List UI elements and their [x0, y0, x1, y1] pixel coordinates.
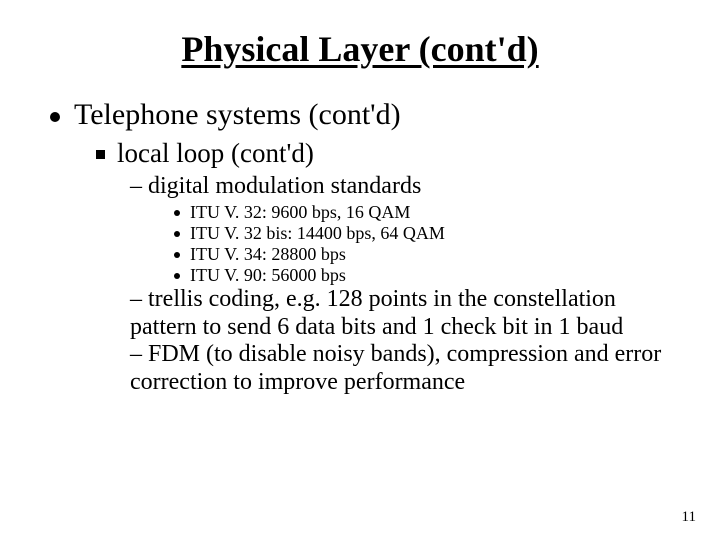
disc-bullet-icon [174, 210, 180, 216]
lvl4-text: ITU V. 32 bis: 14400 bps, 64 QAM [190, 223, 445, 244]
list-item: – trellis coding, e.g. 128 points in the… [130, 286, 680, 341]
lvl3-text: – trellis coding, e.g. 128 points in the… [130, 286, 680, 341]
lvl1-text: Telephone systems (cont'd) [74, 98, 401, 132]
disc-bullet-icon [174, 252, 180, 258]
slide-title: Physical Layer (cont'd) [40, 28, 680, 70]
lvl4-text: ITU V. 90: 56000 bps [190, 265, 346, 286]
page-number: 11 [682, 509, 696, 526]
list-item: ITU V. 90: 56000 bps [174, 265, 680, 286]
slide: Physical Layer (cont'd) Telephone system… [0, 0, 720, 540]
list-item: – FDM (to disable noisy bands), compress… [130, 341, 680, 396]
lvl3-text: – digital modulation standards [130, 173, 421, 200]
list-item: – digital modulation standards [130, 173, 680, 200]
disc-bullet-icon [174, 273, 180, 279]
list-item: ITU V. 32 bis: 14400 bps, 64 QAM [174, 223, 680, 244]
disc-bullet-icon [174, 231, 180, 237]
square-bullet-icon [96, 150, 105, 159]
lvl4-text: ITU V. 32: 9600 bps, 16 QAM [190, 202, 410, 223]
list-item: ITU V. 34: 28800 bps [174, 244, 680, 265]
list-item: ITU V. 32: 9600 bps, 16 QAM [174, 202, 680, 223]
list-item: local loop (cont'd) [96, 138, 680, 169]
lvl4-text: ITU V. 34: 28800 bps [190, 244, 346, 265]
lvl2-text: local loop (cont'd) [117, 138, 314, 169]
disc-bullet-icon [50, 112, 60, 122]
lvl3-text: – FDM (to disable noisy bands), compress… [130, 341, 680, 396]
list-item: Telephone systems (cont'd) [50, 98, 680, 132]
